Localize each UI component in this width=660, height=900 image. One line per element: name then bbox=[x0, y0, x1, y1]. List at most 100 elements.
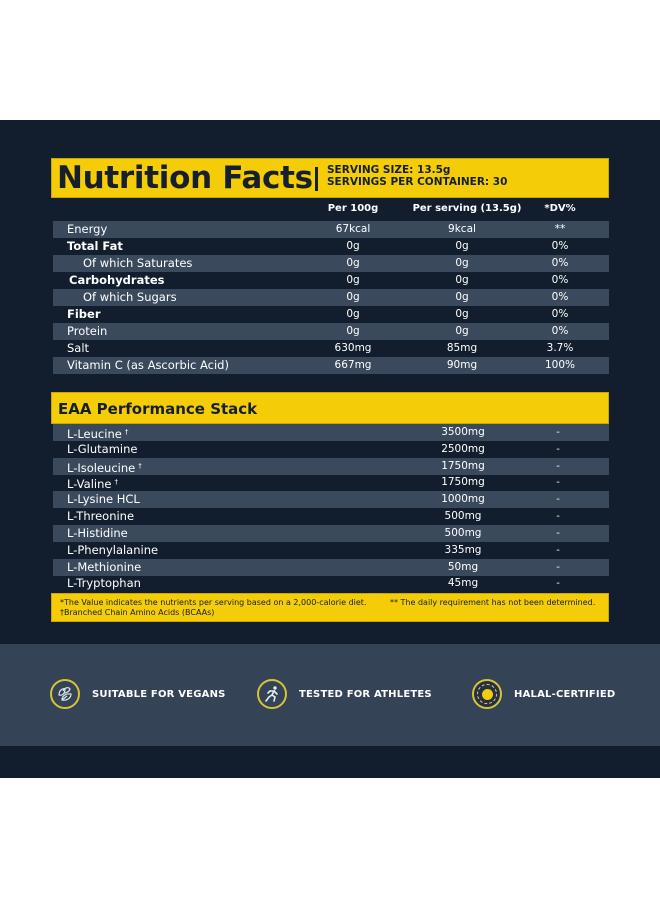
dv-footnote: *The Value indicates the nutrients per s… bbox=[60, 598, 367, 607]
per-serving-value: 9kcal bbox=[448, 223, 476, 235]
bcaa-dagger: † bbox=[124, 428, 129, 436]
per-100g-value: 0g bbox=[346, 325, 360, 337]
dv-value: - bbox=[556, 461, 560, 472]
amount-value: 500mg bbox=[444, 527, 482, 539]
per-serving-value: 0g bbox=[455, 308, 469, 320]
dv-value: - bbox=[556, 494, 560, 505]
nutrition-row-protein: Protein 0g 0g 0% bbox=[53, 323, 609, 340]
amount-value: 3500mg bbox=[441, 426, 485, 438]
nutrition-row-total-fat: Total Fat 0g 0g 0% bbox=[53, 238, 609, 255]
leaf-icon bbox=[50, 679, 80, 709]
amount-value: 1750mg bbox=[441, 476, 485, 488]
dv-value: - bbox=[556, 444, 560, 455]
badge-label: TESTED FOR ATHLETES bbox=[299, 688, 432, 700]
row-label: L-Isoleucine † bbox=[67, 458, 142, 477]
badge-halal: HALAL-CERTIFIED bbox=[472, 676, 615, 712]
row-label: Of which Sugars bbox=[83, 290, 177, 304]
dv-value: 100% bbox=[544, 359, 576, 371]
column-header-per-serving: Per serving (13.5g) bbox=[412, 203, 522, 214]
per-serving-value: 0g bbox=[455, 257, 469, 269]
dv-value: 0% bbox=[551, 291, 569, 303]
per-serving-value: 0g bbox=[455, 291, 469, 303]
row-label: L-Leucine † bbox=[67, 424, 128, 443]
serving-info: SERVING SIZE: 13.5g SERVINGS PER CONTAIN… bbox=[327, 164, 507, 188]
dv-value: - bbox=[556, 562, 560, 573]
amount-value: 1000mg bbox=[441, 493, 485, 505]
per-serving-value: 0g bbox=[455, 325, 469, 337]
dv-value: - bbox=[556, 545, 560, 556]
amino-name: L-Valine bbox=[67, 477, 112, 491]
eaa-row-histidine: L-Histidine 500mg - bbox=[53, 525, 609, 542]
bcaa-dagger: † bbox=[114, 478, 118, 486]
row-label: Fiber bbox=[67, 307, 101, 321]
badge-athletes: TESTED FOR ATHLETES bbox=[257, 676, 432, 712]
eaa-row-threonine: L-Threonine 500mg - bbox=[53, 508, 609, 525]
row-label: L-Threonine bbox=[67, 509, 135, 523]
dv-value: - bbox=[556, 511, 560, 522]
row-label: L-Glutamine bbox=[67, 442, 138, 456]
per-serving-value: 0g bbox=[455, 274, 469, 286]
per-100g-value: 667mg bbox=[334, 359, 372, 371]
dv-value: 0% bbox=[551, 325, 569, 337]
dv-value: 0% bbox=[551, 274, 569, 286]
dv-value: ** bbox=[554, 223, 566, 235]
nutrition-row-fiber: Fiber 0g 0g 0% bbox=[53, 306, 609, 323]
per-serving-value: 85mg bbox=[446, 342, 478, 354]
amount-value: 335mg bbox=[444, 544, 482, 556]
amount-value: 50mg bbox=[447, 561, 479, 573]
nutrition-facts-banner: Nutrition Facts SERVING SIZE: 13.5g SERV… bbox=[51, 158, 609, 198]
row-label: Energy bbox=[67, 222, 108, 236]
footnote-banner: *The Value indicates the nutrients per s… bbox=[51, 593, 609, 622]
dv-value: - bbox=[556, 477, 560, 488]
column-header-dv: *DV% bbox=[544, 203, 576, 214]
per-100g-value: 67kcal bbox=[335, 223, 371, 235]
title-divider bbox=[315, 167, 318, 191]
nutrition-row-salt: Salt 630mg 85mg 3.7% bbox=[53, 340, 609, 357]
eaa-row-leucine: L-Leucine † 3500mg - bbox=[53, 424, 609, 441]
nutrition-row-energy: Energy 67kcal 9kcal ** bbox=[53, 221, 609, 238]
per-100g-value: 630mg bbox=[334, 342, 372, 354]
servings-per-container: SERVINGS PER CONTAINER: 30 bbox=[327, 176, 508, 188]
dv-value: - bbox=[556, 578, 560, 589]
nutrition-row-saturates: Of which Saturates 0g 0g 0% bbox=[53, 255, 609, 272]
per-serving-value: 90mg bbox=[446, 359, 478, 371]
dv-value: 0% bbox=[551, 240, 569, 252]
eaa-row-methionine: L-Methionine 50mg - bbox=[53, 559, 609, 576]
amount-value: 1750mg bbox=[441, 460, 485, 472]
serving-size: SERVING SIZE: 13.5g bbox=[327, 164, 451, 176]
eaa-row-glutamine: L-Glutamine 2500mg - bbox=[53, 441, 609, 458]
amount-value: 500mg bbox=[444, 510, 482, 522]
amino-name: L-Isoleucine bbox=[67, 461, 136, 475]
eaa-stack-title: EAA Performance Stack bbox=[58, 400, 258, 418]
dv-value: 3.7% bbox=[546, 342, 574, 354]
row-label: L-Phenylalanine bbox=[67, 543, 159, 557]
row-label: L-Lysine HCL bbox=[67, 492, 140, 506]
row-label: Of which Saturates bbox=[83, 256, 193, 270]
nutrition-row-sugars: Of which Sugars 0g 0g 0% bbox=[53, 289, 609, 306]
dv-value: - bbox=[556, 528, 560, 539]
row-label: L-Valine † bbox=[67, 474, 118, 493]
amount-value: 2500mg bbox=[441, 443, 485, 455]
nutrition-facts-title: Nutrition Facts bbox=[57, 160, 313, 196]
row-label: L-Tryptophan bbox=[67, 576, 141, 590]
dv-value: 0% bbox=[551, 257, 569, 269]
row-label: Protein bbox=[67, 324, 108, 338]
row-label: Total Fat bbox=[67, 239, 123, 253]
per-100g-value: 0g bbox=[346, 291, 360, 303]
eaa-row-phenylalanine: L-Phenylalanine 335mg - bbox=[53, 542, 609, 559]
per-100g-value: 0g bbox=[346, 240, 360, 252]
dv-value: - bbox=[556, 427, 560, 438]
row-label: Salt bbox=[67, 341, 90, 355]
badge-vegan: SUITABLE FOR VEGANS bbox=[50, 676, 226, 712]
row-label: L-Histidine bbox=[67, 526, 128, 540]
badge-label: HALAL-CERTIFIED bbox=[514, 688, 616, 700]
nutrition-row-carbohydrates: Carbohydrates 0g 0g 0% bbox=[53, 272, 609, 289]
column-header-per-100g: Per 100g bbox=[327, 203, 379, 214]
eaa-row-lysine: L-Lysine HCL 1000mg - bbox=[53, 491, 609, 508]
per-serving-value: 0g bbox=[455, 240, 469, 252]
badge-label: SUITABLE FOR VEGANS bbox=[92, 688, 226, 700]
per-100g-value: 0g bbox=[346, 257, 360, 269]
halal-seal-icon bbox=[472, 679, 502, 709]
daily-requirement-footnote: ** The daily requirement has not been de… bbox=[390, 598, 596, 607]
per-100g-value: 0g bbox=[346, 274, 360, 286]
